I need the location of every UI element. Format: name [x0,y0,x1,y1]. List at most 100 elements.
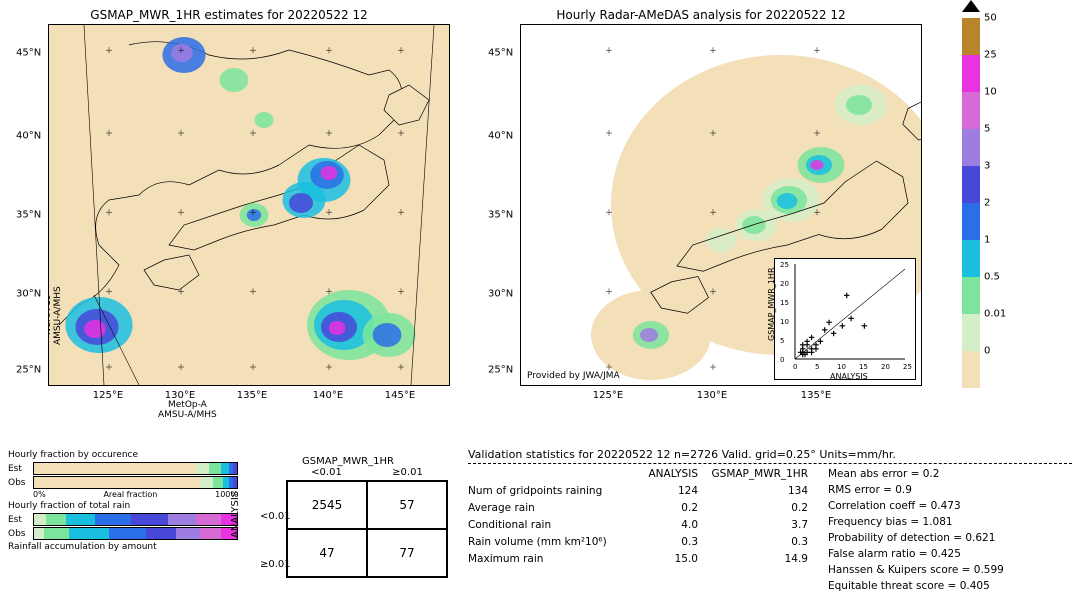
colorbar-tick: 25 [984,50,997,61]
lon-tick: 135°E [801,390,831,422]
colorbar-tick: 0.5 [984,272,1000,283]
stats-metric: Frequency bias = 1.081 [828,516,1004,528]
colorbar-tick: 10 [984,87,997,98]
svg-text:10: 10 [780,318,789,326]
lon-tick: 130°E [165,390,195,422]
ct-row-b: ≥0.01 [260,540,291,588]
svg-text:25: 25 [903,363,912,371]
stats-metric: Mean abs error = 0.2 [828,468,1004,480]
svg-text:5: 5 [815,363,819,371]
ct-row-t: <0.01 [260,492,291,540]
hb-est2: Est [8,515,30,525]
stats-row: Num of gridpoints raining124134 [468,485,808,497]
stats-col-b: GSMAP_MWR_1HR [698,468,808,480]
stats-table: ANALYSIS GSMAP_MWR_1HR Num of gridpoints… [468,468,808,596]
right-map-panel: Hourly Radar-AMeDAS analysis for 2022052… [480,8,922,408]
stats-metric: Hanssen & Kuipers score = 0.599 [828,564,1004,576]
stats-row: Maximum rain15.014.9 [468,553,808,565]
ct-col-l: <0.01 [311,467,342,478]
stats-title: Validation statistics for 20220522 12 n=… [468,448,1072,464]
stats-metric: Equitable threat score = 0.405 [828,580,1004,592]
lon-tick: 130°E [697,390,727,422]
ct-c11: 77 [367,529,447,577]
fraction-bars: Hourly fraction by occurence Est Obs 0% … [8,448,238,596]
svg-text:+: + [843,291,850,300]
colorbar-arrow-icon [962,0,980,12]
svg-text:10: 10 [837,363,846,371]
ct-ylabel: ANALYSIS [230,491,241,538]
colorbar-tick: 0.01 [984,309,1006,320]
left-map-title: GSMAP_MWR_1HR estimates for 20220522 12 [8,8,450,22]
inset-xlabel: ANALYSIS [830,372,868,381]
colorbar-tick: 5 [984,124,990,135]
hb-ax-c: Areal fraction [103,490,157,499]
colorbar-tick: 50 [984,13,997,24]
lat-tick: 25°N [488,365,513,376]
svg-text:+: + [826,318,833,327]
stats-metric: Correlation coeff = 0.473 [828,500,1004,512]
svg-text:0: 0 [793,363,797,371]
colorbar-segment [962,314,980,351]
svg-text:+: + [808,348,815,357]
colorbar-segment [962,240,980,277]
svg-text:20: 20 [881,363,890,371]
contingency-table: GSMAP_MWR_1HR <0.01 ≥0.01 2545 57 47 77 … [248,448,448,596]
stats-col-a: ANALYSIS [628,468,698,480]
colorbar-segment [962,203,980,240]
colorbar-tick: 0 [984,346,990,357]
left-map-svg [49,25,449,385]
stats-metric: RMS error = 0.9 [828,484,1004,496]
svg-text:0: 0 [780,356,784,364]
colorbar-tick: 1 [984,235,990,246]
svg-text:25: 25 [780,261,789,269]
svg-text:+: + [848,314,855,323]
ct-title: GSMAP_MWR_1HR [248,456,448,467]
stats-row: Average rain0.20.2 [468,502,808,514]
colorbar-segment [962,351,980,388]
inset-ylabel: GSMAP_MWR_1HR [767,267,776,341]
stats-row: Rain volume (mm km²10⁶)0.30.3 [468,536,808,548]
hb-title2: Hourly fraction of total rain [8,501,238,511]
hb-title1: Hourly fraction by occurence [8,450,238,460]
colorbar-segment [962,92,980,129]
ct-c01: 57 [367,481,447,529]
stats-metrics: Mean abs error = 0.2 RMS error = 0.9 Corre… [828,468,1004,596]
svg-text:+: + [830,329,837,338]
lon-tick: 125°E [593,390,623,422]
ct-c00: 2545 [287,481,367,529]
left-map: NOAA-19 AMSU-A/MHS [48,24,450,386]
lon-tick: 145°E [385,390,415,422]
provided-label: Provided by JWA/JMA [527,371,620,381]
ct-c10: 47 [287,529,367,577]
colorbar-segment [962,55,980,92]
colorbar-segment [962,166,980,203]
hb-est1: Est [8,464,30,474]
colorbar-tick: 2 [984,198,990,209]
svg-text:+: + [839,322,846,331]
ct-col-r: ≥0.01 [392,467,423,478]
svg-text:15: 15 [780,299,789,307]
colorbar-segment [962,129,980,166]
lat-tick: 30°N [488,289,513,300]
lat-tick: 35°N [16,210,41,221]
stats-panel: Validation statistics for 20220522 12 n=… [458,448,1072,596]
svg-text:20: 20 [780,280,789,288]
stats-row: Conditional rain4.03.7 [468,519,808,531]
lat-tick: 45°N [16,48,41,59]
stats-metric: False alarm ratio = 0.425 [828,548,1004,560]
lon-tick: 135°E [237,390,267,422]
lat-tick: 25°N [16,365,41,376]
colorbar-segment [962,18,980,55]
hb-obs1: Obs [8,478,30,488]
hb-title3: Rainfall accumulation by amount [8,542,238,552]
stats-metric: Probability of detection = 0.621 [828,532,1004,544]
svg-text:15: 15 [859,363,868,371]
lat-tick: 45°N [488,48,513,59]
scatter-inset: ++++++++++++++++++++++ 00551010151520202… [774,258,916,380]
svg-text:+: + [861,322,868,331]
colorbar-tick: 3 [984,161,990,172]
hb-ax-l: 0% [33,490,46,499]
lat-tick: 30°N [16,289,41,300]
lon-tick: 140°E [313,390,343,422]
left-side-label2: AMSU-A/MHS [53,286,63,345]
